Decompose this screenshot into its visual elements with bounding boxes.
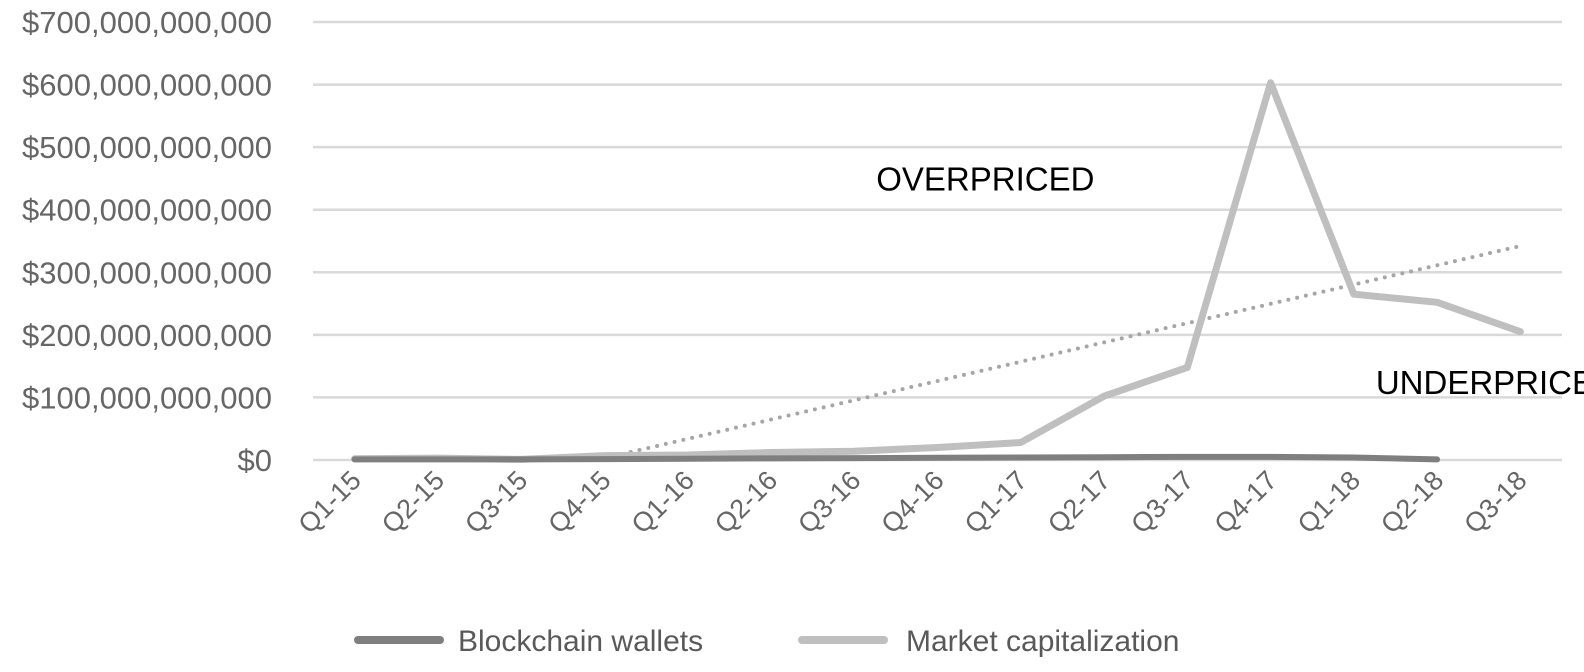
trendline xyxy=(602,244,1523,461)
x-tick-label: Q2-15 xyxy=(376,465,450,539)
gridlines xyxy=(313,20,1562,462)
x-tick-label: Q2-17 xyxy=(1042,465,1116,539)
y-tick-label: $200,000,000,000 xyxy=(22,318,272,353)
x-tick-label: Q3-15 xyxy=(459,465,533,539)
y-tick-label: $300,000,000,000 xyxy=(22,255,272,290)
y-tick-label: $500,000,000,000 xyxy=(22,130,272,165)
series-lines xyxy=(351,79,1524,463)
x-tick-label: Q4-16 xyxy=(875,465,949,539)
x-tick-label: Q1-16 xyxy=(626,465,700,539)
x-tick-label: Q1-17 xyxy=(959,465,1033,539)
x-tick-label: Q2-16 xyxy=(709,465,783,539)
x-tick-label: Q1-18 xyxy=(1292,465,1366,539)
x-tick-label: Q4-17 xyxy=(1209,465,1283,539)
legend-label: Market capitalization xyxy=(906,625,1179,658)
x-tick-label: Q1-15 xyxy=(293,465,367,539)
legend-label: Blockchain wallets xyxy=(458,625,703,658)
x-tick-label: Q2-18 xyxy=(1375,465,1449,539)
x-tick-label: Q3-16 xyxy=(792,465,866,539)
x-tick-label: Q3-17 xyxy=(1125,465,1199,539)
annotation-overpriced: OVERPRICED xyxy=(876,160,1094,197)
y-tick-label: $0 xyxy=(238,443,272,478)
y-axis: $0 $100,000,000,000 $200,000,000,000 $300,0… xyxy=(22,5,272,478)
series-line-blockchain-wallets xyxy=(351,453,1441,463)
x-tick-label: Q4-15 xyxy=(542,465,616,539)
trendline-group xyxy=(602,244,1523,461)
annotation-underpriced: UNDERPRICED xyxy=(1376,364,1584,401)
y-tick-label: $600,000,000,000 xyxy=(22,68,272,103)
y-tick-label: $100,000,000,000 xyxy=(22,380,272,415)
legend: Blockchain wallets Market capitalization xyxy=(354,625,1179,658)
x-tick-label: Q3-18 xyxy=(1458,465,1532,539)
annotations: OVERPRICED UNDERPRICED xyxy=(876,160,1584,400)
y-tick-label: $700,000,000,000 xyxy=(22,5,272,40)
x-axis: Q1-15 Q2-15 Q3-15 Q4-15 Q1-16 Q2-16 Q3-16 Q4-16… xyxy=(293,465,1533,539)
y-tick-label: $400,000,000,000 xyxy=(22,193,272,228)
